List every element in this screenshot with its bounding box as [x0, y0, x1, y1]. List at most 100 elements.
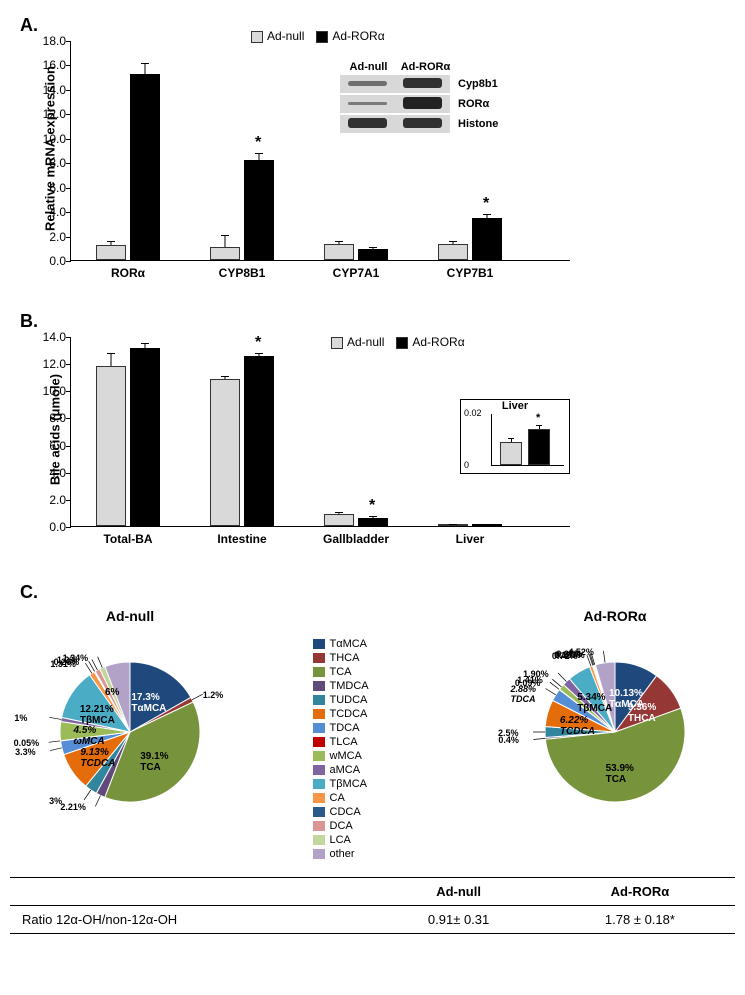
legend-label: Ad-RORα [332, 29, 384, 43]
pie-legend-item: aMCA [313, 764, 433, 776]
pie-ror-svg [505, 632, 725, 832]
pie-legend-label: LCA [330, 834, 351, 846]
pie-row: Ad-null 17.3%TαMCA1.2%39.1%TCA2.21%3%9.1… [10, 608, 735, 862]
pie-null-title: Ad-null [20, 608, 240, 624]
pie-legend-item: TDCA [313, 722, 433, 734]
y-tick: 10.0 [26, 132, 66, 146]
panel-a-chart: Relative mRNA expression 0.02.04.06.08.0… [70, 41, 735, 291]
pie-legend-item: TαMCA [313, 638, 433, 650]
y-tick: 10.0 [26, 384, 66, 398]
pie-slice-label: 1% [14, 713, 27, 723]
liver-ytick: 0 [464, 460, 469, 470]
table-col1: Ad-null [372, 878, 545, 906]
pie-legend-label: CDCA [330, 806, 361, 818]
pie-legend-item: CDCA [313, 806, 433, 818]
pie-legend-label: TUDCA [330, 694, 368, 706]
legend-label: Ad-RORα [412, 335, 464, 349]
bar [210, 247, 240, 260]
pie-legend-label: TCDCA [330, 708, 368, 720]
y-tick: 8.0 [26, 411, 66, 425]
y-tick: 14.0 [26, 83, 66, 97]
y-tick: 6.0 [26, 439, 66, 453]
pie-legend-item: TUDCA [313, 694, 433, 706]
pie-legend-item: wMCA [313, 750, 433, 762]
pie-slice-label: 53.9%TCA [606, 763, 634, 785]
bar [324, 514, 354, 526]
y-tick: 4.0 [26, 466, 66, 480]
pie-legend-item: TMDCA [313, 680, 433, 692]
pie-legend-item: TβMCA [313, 778, 433, 790]
bar [472, 218, 502, 260]
pie-slice-label: 1.90% [523, 669, 549, 679]
legend: Ad-null Ad-RORα [331, 335, 465, 349]
pie-legend-item: other [313, 848, 433, 860]
x-label: Liver [428, 532, 512, 546]
pie-legend-label: TαMCA [330, 638, 368, 650]
pie-legend-item: DCA [313, 820, 433, 832]
pie-legend-label: TCA [330, 666, 352, 678]
pie-legend-item: TLCA [313, 736, 433, 748]
figure-root: A. Relative mRNA expression 0.02.04.06.0… [0, 0, 745, 944]
pie-legend-label: TβMCA [330, 778, 368, 790]
blot-label: Histone [458, 118, 498, 130]
significance-star: * [369, 497, 375, 515]
pie-slice-label: 1.34% [63, 653, 89, 663]
y-tick: 2.0 [26, 493, 66, 507]
pie-legend-label: TDCA [330, 722, 360, 734]
table-col2: Ad-RORα [545, 878, 735, 906]
blot-row: Cyp8b1 [340, 75, 498, 93]
significance-star: * [483, 195, 489, 213]
pie-legend-label: DCA [330, 820, 353, 832]
pie-legend-item: THCA [313, 652, 433, 664]
pie-legend-item: TCA [313, 666, 433, 678]
pie-slice-label: 4.5%ωMCA [74, 725, 105, 747]
liver-inset-plot: 00.02* [491, 414, 564, 466]
pie-ror-wrap: Ad-RORα 10.13%TαMCA9.36%THCA53.9%TCA0.4%… [505, 608, 725, 862]
liver-ytick: 0.02 [464, 408, 482, 418]
panel-c-label: C. [20, 582, 735, 603]
blot-head-ror: Ad-RORα [397, 61, 454, 73]
legend-label: Ad-null [347, 335, 384, 349]
blot-row: RORα [340, 95, 498, 113]
y-tick: 0.0 [26, 254, 66, 268]
pie-legend-item: LCA [313, 834, 433, 846]
x-label: Gallbladder [314, 532, 398, 546]
ratio-table: Ad-null Ad-RORα Ratio 12α-OH/non-12α-OH … [10, 877, 735, 934]
pie-slice-label: 2.21% [60, 802, 86, 812]
y-tick: 12.0 [26, 107, 66, 121]
table-val1: 0.91± 0.31 [372, 906, 545, 934]
blot-label: Cyp8b1 [458, 78, 498, 90]
pie-slice-label: 5.34%TβMCA [577, 692, 612, 714]
bar [210, 379, 240, 526]
bar [358, 518, 388, 526]
pie-legend-label: THCA [330, 652, 360, 664]
panel-b: B. Bile acids (μmole) 0.02.04.06.08.010.… [10, 311, 735, 557]
x-label: Intestine [200, 532, 284, 546]
x-label: Total-BA [86, 532, 170, 546]
significance-star: * [255, 134, 261, 152]
blot-rows: Cyp8b1 RORα Histone [340, 75, 498, 133]
blot-label: RORα [458, 98, 489, 110]
pie-slice-label: 6.22%TCDCA [560, 715, 595, 737]
pie-legend-label: aMCA [330, 764, 361, 776]
bar [96, 366, 126, 526]
bar [324, 244, 354, 260]
x-label: RORα [86, 266, 170, 280]
liver-bar [528, 429, 550, 465]
pie-legend-label: TLCA [330, 736, 358, 748]
bar [96, 245, 126, 260]
pie-null-wrap: Ad-null 17.3%TαMCA1.2%39.1%TCA2.21%3%9.1… [20, 608, 240, 862]
blot-inset: Ad-null Ad-RORα Cyp8b1RORαHistone [340, 61, 498, 135]
y-tick: 0.0 [26, 520, 66, 534]
pie-legend-label: TMDCA [330, 680, 369, 692]
pie-slice-label: 3% [49, 796, 62, 806]
liver-inset: Liver 00.02* [460, 399, 570, 474]
x-label: CYP7B1 [428, 266, 512, 280]
liver-bar [500, 442, 522, 465]
y-tick: 2.0 [26, 230, 66, 244]
significance-star: * [255, 334, 261, 352]
panel-b-label: B. [20, 311, 735, 332]
legend: Ad-nullAd-RORα [251, 29, 385, 43]
panel-c: C. Ad-null 17.3%TαMCA1.2%39.1%TCA2.21%3%… [10, 582, 735, 934]
pie-slice-label: 6% [105, 687, 119, 698]
